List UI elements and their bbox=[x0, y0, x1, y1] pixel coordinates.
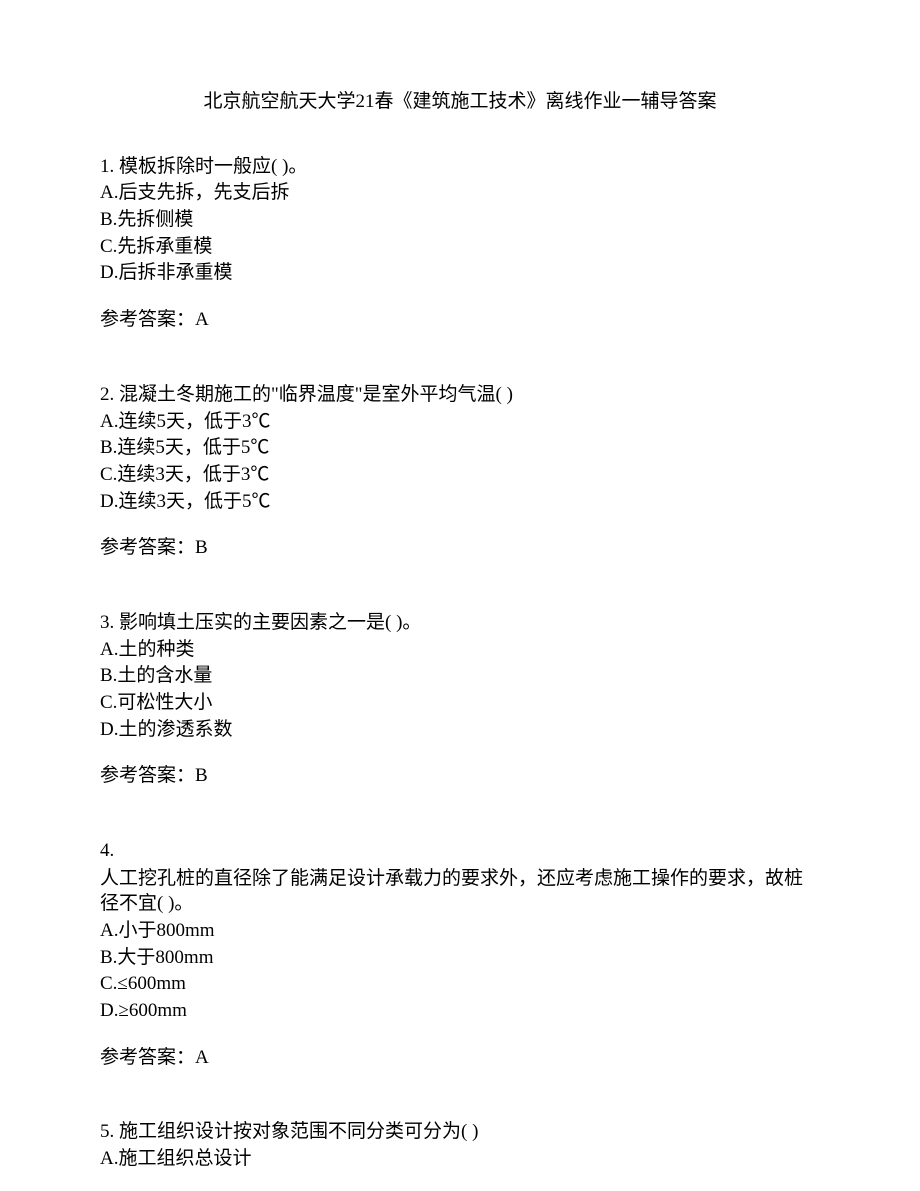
question-block: 5. 施工组织设计按对象范围不同分类可分为( )A.施工组织总设计 bbox=[100, 1120, 820, 1171]
question-option: A.后支先拆，先支后拆 bbox=[100, 181, 820, 206]
question-number: 4. bbox=[100, 839, 820, 864]
question-option: C.≤600mm bbox=[100, 972, 820, 997]
question-answer: 参考答案：A bbox=[100, 1046, 820, 1071]
question-answer: 参考答案：B bbox=[100, 536, 820, 561]
question-option: D.后拆非承重模 bbox=[100, 261, 820, 286]
question-text: 2. 混凝土冬期施工的"临界温度"是室外平均气温( ) bbox=[100, 383, 820, 408]
question-option: A.小于800mm bbox=[100, 919, 820, 944]
question-option: B.土的含水量 bbox=[100, 664, 820, 689]
document-title: 北京航空航天大学21春《建筑施工技术》离线作业一辅导答案 bbox=[100, 90, 820, 115]
question-answer: 参考答案：A bbox=[100, 308, 820, 333]
questions-container: 1. 模板拆除时一般应( )。A.后支先拆，先支后拆B.先拆侧模C.先拆承重模D… bbox=[100, 155, 820, 1172]
question-block: 3. 影响填土压实的主要因素之一是( )。A.土的种类B.土的含水量C.可松性大… bbox=[100, 611, 820, 789]
question-option: A.施工组织总设计 bbox=[100, 1147, 820, 1172]
question-option: A.土的种类 bbox=[100, 638, 820, 663]
question-block: 2. 混凝土冬期施工的"临界温度"是室外平均气温( )A.连续5天，低于3℃B.… bbox=[100, 383, 820, 561]
question-answer: 参考答案：B bbox=[100, 764, 820, 789]
question-option: C.可松性大小 bbox=[100, 691, 820, 716]
question-block: 4.人工挖孔桩的直径除了能满足设计承载力的要求外，还应考虑施工操作的要求，故桩径… bbox=[100, 839, 820, 1070]
question-text: 3. 影响填土压实的主要因素之一是( )。 bbox=[100, 611, 820, 636]
question-option: B.大于800mm bbox=[100, 946, 820, 971]
question-text: 人工挖孔桩的直径除了能满足设计承载力的要求外，还应考虑施工操作的要求，故桩径不宜… bbox=[100, 866, 820, 917]
question-option: D.连续3天，低于5℃ bbox=[100, 490, 820, 515]
question-option: B.先拆侧模 bbox=[100, 208, 820, 233]
question-option: C.连续3天，低于3℃ bbox=[100, 463, 820, 488]
question-option: A.连续5天，低于3℃ bbox=[100, 410, 820, 435]
question-text: 5. 施工组织设计按对象范围不同分类可分为( ) bbox=[100, 1120, 820, 1145]
question-option: D.土的渗透系数 bbox=[100, 718, 820, 743]
question-option: C.先拆承重模 bbox=[100, 235, 820, 260]
question-option: D.≥600mm bbox=[100, 999, 820, 1024]
question-option: B.连续5天，低于5℃ bbox=[100, 436, 820, 461]
question-block: 1. 模板拆除时一般应( )。A.后支先拆，先支后拆B.先拆侧模C.先拆承重模D… bbox=[100, 155, 820, 333]
question-text: 1. 模板拆除时一般应( )。 bbox=[100, 155, 820, 180]
